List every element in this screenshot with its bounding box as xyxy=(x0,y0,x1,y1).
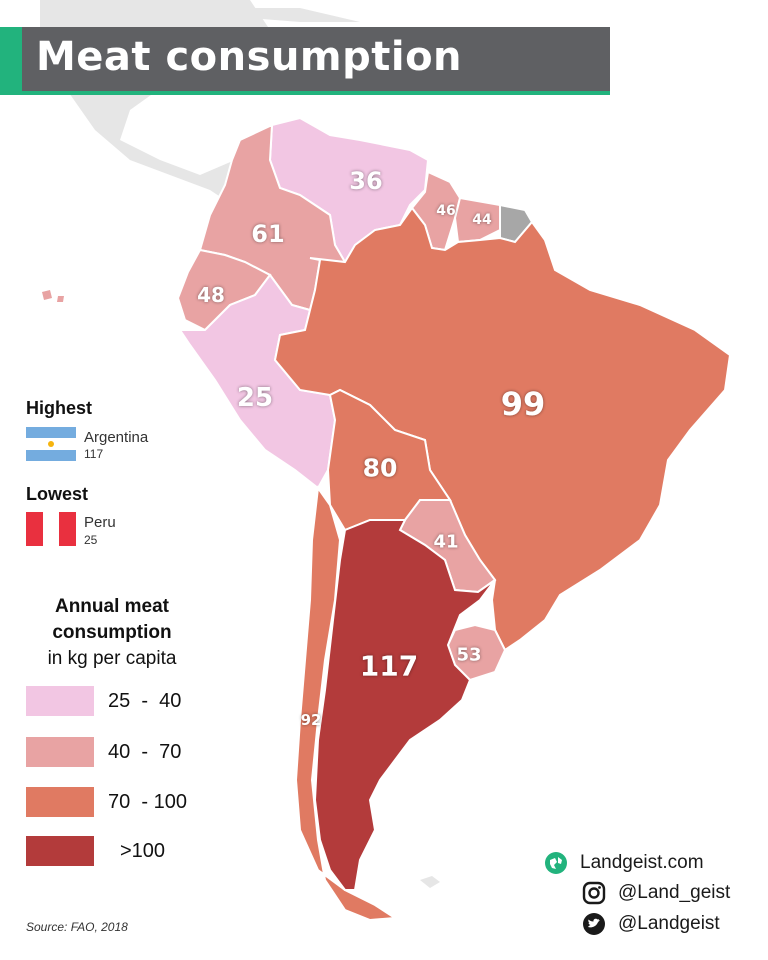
twitter-icon xyxy=(583,913,605,935)
value-brazil: 99 xyxy=(500,385,546,423)
globe-logo-icon xyxy=(545,852,567,874)
value-guyana: 46 xyxy=(436,203,456,219)
region-argentina xyxy=(313,519,496,891)
legend-title: Annual meat consumption in kg per capita xyxy=(22,594,202,672)
value-paraguay: 41 xyxy=(433,531,459,553)
brand-twitter-text: @Landgeist xyxy=(618,913,720,934)
legend-swatch-70-100 xyxy=(26,787,94,817)
brand-site-text: Landgeist.com xyxy=(580,852,704,873)
galapagos-islands xyxy=(42,290,64,302)
value-uruguay: 53 xyxy=(456,644,482,666)
lowest-value: 25 xyxy=(84,533,98,547)
falkland-islands xyxy=(420,876,440,888)
lowest-country: Peru xyxy=(84,514,116,531)
legend-title-line2: consumption xyxy=(52,622,172,643)
legend-label-over-100: >100 xyxy=(120,840,166,862)
highest-value: 117 xyxy=(84,447,104,461)
legend-label-70-100: 70 - 100 xyxy=(108,791,187,813)
lowest-heading: Lowest xyxy=(26,484,89,504)
value-ecuador: 48 xyxy=(197,283,225,307)
brand-twitter: @Landgeist xyxy=(582,911,720,937)
value-colombia: 61 xyxy=(251,220,285,248)
instagram-icon xyxy=(582,881,606,905)
value-peru: 25 xyxy=(236,383,274,413)
region-chile xyxy=(294,485,399,922)
title-bar xyxy=(22,27,610,95)
brand-instagram-text: @Land_geist xyxy=(618,882,731,903)
peru-flag-icon xyxy=(26,512,76,546)
highest-country: Argentina xyxy=(84,429,149,446)
brand-website: Landgeist.com xyxy=(544,850,704,876)
argentina-flag-icon xyxy=(26,427,76,461)
legend-label-25-40: 25 - 40 xyxy=(108,690,182,712)
legend-swatch-25-40 xyxy=(26,686,94,716)
brand-instagram: @Land_geist xyxy=(582,880,730,906)
value-bolivia: 80 xyxy=(362,453,398,483)
value-venezuela: 36 xyxy=(349,167,383,195)
value-argentina: 117 xyxy=(359,649,419,683)
legend-label-40-70: 40 - 70 xyxy=(108,741,182,763)
legend-swatch-over-100 xyxy=(26,836,94,866)
page-title: Meat consumption xyxy=(36,34,463,80)
legend-swatch-40-70 xyxy=(26,737,94,767)
legend-title-line1: Annual meat xyxy=(54,596,170,617)
legend-title-line3: in kg per capita xyxy=(47,648,177,669)
value-suriname: 44 xyxy=(472,212,492,228)
title-accent-bar xyxy=(0,27,22,95)
source-note: Source: FAO, 2018 xyxy=(26,920,128,934)
caribbean-islands xyxy=(200,8,440,40)
highest-heading: Highest xyxy=(26,398,93,418)
value-chile: 92 xyxy=(300,711,322,729)
